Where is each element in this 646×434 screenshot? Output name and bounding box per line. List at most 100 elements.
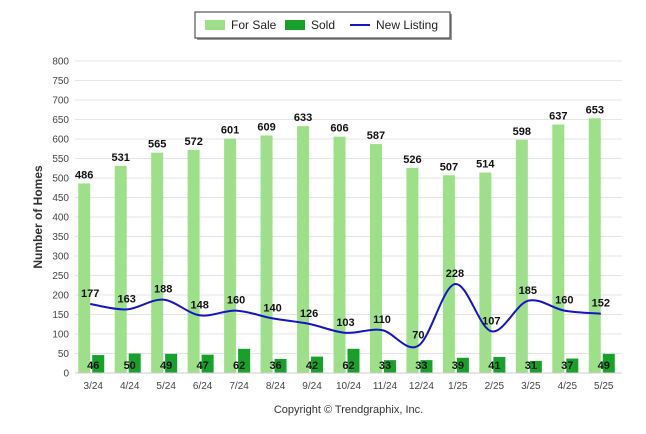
bar-sold [602, 353, 615, 373]
bar-label-sold: 49 [598, 360, 610, 372]
x-tick-label: 4/25 [558, 381, 578, 392]
x-tick-label: 8/24 [266, 381, 286, 392]
line-label-new-listing: 126 [300, 308, 318, 320]
y-axis-label: Number of Homes [31, 165, 45, 269]
bar-label-sold: 47 [197, 360, 209, 372]
bar-for-sale [333, 136, 346, 373]
bar-sold [456, 357, 469, 373]
legend-label: New Listing [376, 18, 438, 32]
bar-sold [347, 348, 360, 373]
line-label-new-listing: 70 [412, 330, 424, 342]
new-listing-line [90, 283, 601, 349]
bar-for-sale [151, 152, 164, 373]
bar-label-sold: 41 [488, 360, 500, 372]
y-tick-label: 650 [52, 115, 69, 126]
bar-label-for-sale: 531 [112, 152, 130, 164]
x-tick-label: 1/25 [448, 381, 468, 392]
copyright-text: Copyright © Trendgraphix, Inc. [274, 404, 423, 416]
x-tick-label: 2/25 [485, 381, 505, 392]
legend-swatch [285, 20, 305, 30]
bar-for-sale [588, 118, 601, 373]
legend: For Sale Sold New Listing [194, 11, 452, 40]
y-tick-label: 500 [52, 174, 69, 185]
x-tick-label: 7/24 [229, 381, 249, 392]
axes: 0 50 100 150 200 250 300 350 400 450 500 550 600 650 7… [52, 57, 622, 392]
x-tick-label: 12/24 [409, 381, 434, 392]
y-tick-label: 250 [52, 271, 69, 282]
y-tick-label: 150 [52, 310, 69, 321]
y-tick-label: 50 [58, 349, 70, 360]
bar-for-sale [224, 138, 237, 373]
bar-label-for-sale: 637 [549, 111, 567, 123]
x-tick-label: 11/24 [373, 381, 398, 392]
line-label-new-listing: 228 [446, 268, 464, 280]
bar-label-for-sale: 606 [330, 123, 348, 135]
bar-sold [529, 360, 542, 373]
bar-sold [274, 358, 287, 373]
bar-label-for-sale: 601 [221, 125, 239, 137]
legend-swatch [205, 20, 225, 30]
x-tick-label: 4/24 [120, 381, 140, 392]
bars [78, 118, 615, 373]
y-tick-label: 600 [52, 135, 69, 146]
y-tick-label: 400 [52, 213, 69, 224]
line-label-new-listing: 148 [190, 299, 208, 311]
bar-for-sale [369, 144, 382, 373]
bar-sold [420, 360, 433, 373]
bar-label-sold: 49 [160, 360, 172, 372]
line-label-new-listing: 188 [154, 284, 172, 296]
line-label-new-listing: 185 [519, 285, 537, 297]
bar-label-sold: 50 [124, 360, 136, 372]
bar-label-for-sale: 633 [294, 112, 312, 124]
bar-label-sold: 33 [415, 360, 427, 372]
y-tick-label: 300 [52, 252, 69, 263]
x-tick-label: 5/24 [156, 381, 176, 392]
bar-label-sold: 31 [525, 360, 537, 372]
bar-label-for-sale: 486 [75, 169, 93, 181]
bar-sold [92, 355, 105, 373]
line-label-new-listing: 160 [227, 295, 245, 307]
bar-label-for-sale: 609 [257, 121, 275, 133]
bar-for-sale [78, 183, 91, 373]
data-labels: 486 46 531 50 565 49 572 47 601 62 609 36 633 42 606 62… [75, 104, 610, 372]
y-tick-label: 100 [52, 330, 69, 341]
bar-sold [238, 348, 251, 373]
bar-for-sale [260, 135, 273, 373]
bar-for-sale [114, 165, 127, 373]
x-tick-label: 6/24 [193, 381, 213, 392]
x-tick-label: 5/25 [594, 381, 614, 392]
legend-label: For Sale [231, 18, 277, 32]
bar-sold [128, 353, 141, 373]
bar-label-for-sale: 526 [403, 154, 421, 166]
x-tick-label: 10/24 [336, 381, 361, 392]
y-tick-label: 700 [52, 96, 69, 107]
bar-sold [566, 358, 579, 373]
bar-label-for-sale: 587 [367, 130, 385, 142]
bar-label-sold: 33 [379, 360, 391, 372]
bar-label-sold: 62 [342, 360, 354, 372]
bar-for-sale [515, 139, 528, 373]
y-tick-label: 200 [52, 291, 69, 302]
bar-sold [311, 356, 324, 373]
line-label-new-listing: 103 [336, 317, 354, 329]
legend-box [194, 11, 451, 39]
bar-label-sold: 36 [269, 360, 281, 372]
line-label-new-listing: 107 [482, 315, 500, 327]
bar-label-sold: 39 [452, 360, 464, 372]
bar-for-sale [187, 149, 200, 373]
bar-label-sold: 46 [87, 360, 99, 372]
bar-sold [383, 360, 396, 373]
bar-label-sold: 42 [306, 360, 318, 372]
bar-for-sale [479, 172, 492, 373]
bar-label-for-sale: 507 [440, 161, 458, 173]
line-label-new-listing: 110 [373, 314, 391, 326]
bar-sold [201, 354, 214, 373]
x-tick-label: 9/24 [302, 381, 322, 392]
x-tick-label: 3/25 [521, 381, 541, 392]
line-label-new-listing: 160 [555, 295, 573, 307]
bar-for-sale [406, 167, 419, 373]
bar-for-sale [297, 126, 310, 373]
bar-label-for-sale: 572 [184, 136, 202, 148]
